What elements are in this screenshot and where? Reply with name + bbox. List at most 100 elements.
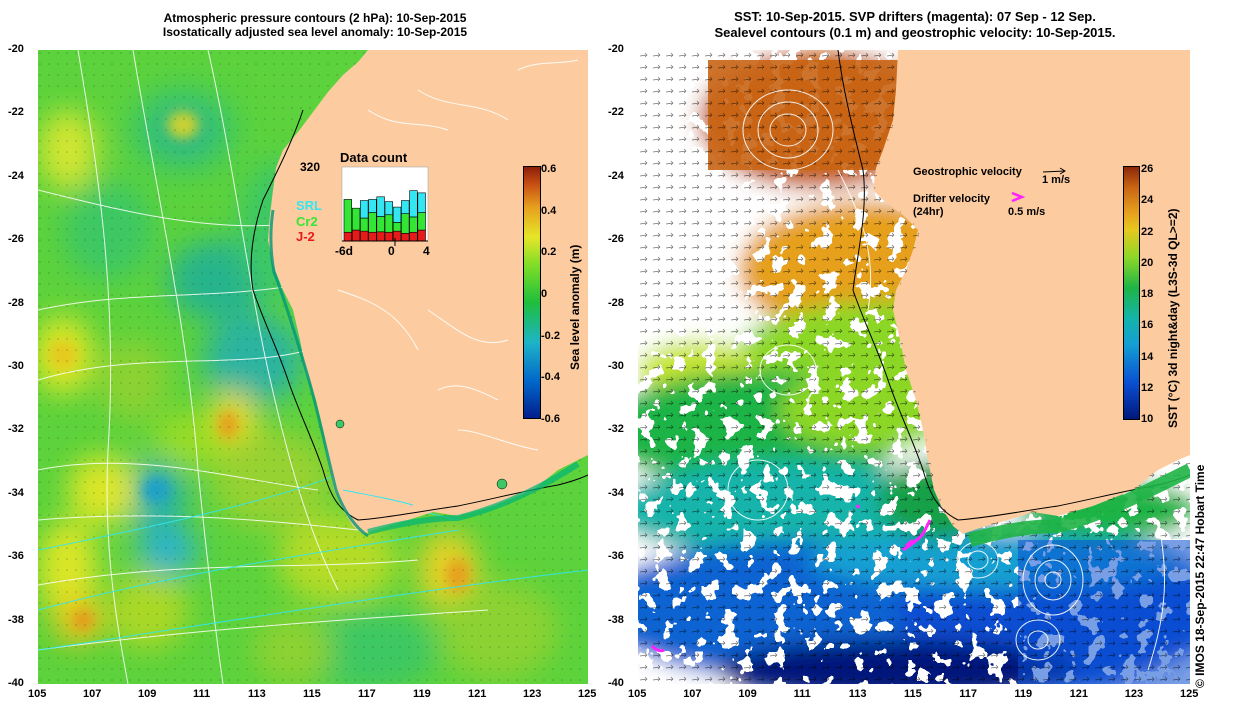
- left-map-title-2: Isostatically adjusted sea level anomaly…: [162, 25, 468, 39]
- sla-tick-3: 0: [541, 288, 548, 300]
- sst-tick-6: 14: [1141, 350, 1154, 363]
- data-count-bar-Cr2-7: [401, 213, 410, 234]
- data-count-bar-SRL-5: [384, 201, 393, 216]
- right-x-tick-5: 115: [904, 688, 922, 700]
- drifter-tracks: [650, 504, 932, 653]
- data-count-bar-Cr2-3: [368, 212, 377, 233]
- right-map-title-2: Sealevel contours (0.1 m) and geostrophi…: [714, 25, 1116, 40]
- left-map-svg: [38, 50, 588, 684]
- data-count-bar-Cr2-0: [343, 199, 352, 233]
- data-count-bar-J2-2: [360, 230, 369, 242]
- right-x-tick-3: 111: [793, 688, 811, 700]
- right-y-tick-5: -30: [608, 360, 624, 372]
- data-count-bar-SRL-6: [392, 206, 402, 223]
- shelf-break: [250, 109, 588, 521]
- sla-tick-5: -0.4: [541, 371, 560, 384]
- sla-tick-2: 0.2: [541, 246, 557, 259]
- left-y-tick-6: -32: [8, 423, 24, 436]
- right-y-tick-4: -28: [608, 296, 624, 309]
- right-x-tick-6: 117: [959, 688, 977, 700]
- left-y-tick-9: -38: [8, 613, 24, 626]
- sealevel-contours: [727, 89, 1166, 671]
- left-x-tick-9: 123: [523, 688, 542, 700]
- data-count-bar-SRL-2: [360, 200, 369, 219]
- island-marker-2: [496, 478, 508, 490]
- data-count-bar-Cr2-1: [351, 207, 361, 231]
- right-y-tick-0: -20: [608, 43, 624, 55]
- right-map-plot[interactable]: [638, 50, 1190, 684]
- data-count-bar-SRL-4: [376, 196, 385, 217]
- data-count-bar-Cr2-8: [409, 216, 418, 233]
- land-mask-arrows: [875, 50, 1190, 533]
- data-count-bar-SRL-7: [401, 200, 410, 214]
- geostrophic-legend-arrow: [1042, 167, 1066, 175]
- geostrophic-legend-scale: 1 m/s: [1042, 174, 1071, 186]
- right-map-title-1: SST: 10-Sep-2015. SVP drifters (magenta)…: [734, 9, 1096, 24]
- right-x-tick-7: 119: [1014, 688, 1033, 700]
- right-y-tick-8: -36: [608, 550, 624, 563]
- right-y-tick-6: -32: [608, 423, 624, 436]
- south-coast-band: [968, 463, 1190, 547]
- right-map-svg: [638, 50, 1190, 684]
- data-count-xtick-3: 4: [423, 244, 430, 258]
- left-x-tick-4: 113: [248, 688, 266, 700]
- data-count-xtick-2: 0: [388, 244, 395, 258]
- island-marker-1: [335, 419, 345, 429]
- drifter-legend-sub: (24hr): [913, 206, 944, 218]
- left-x-tick-5: 115: [303, 688, 321, 700]
- south-coast-shelf: [367, 461, 580, 535]
- sst-tick-5: 16: [1141, 319, 1154, 332]
- sst-tick-8: 10: [1141, 413, 1154, 425]
- data-count-bar-Cr2-6: [392, 222, 402, 232]
- data-count-bar-J2-4: [376, 231, 385, 242]
- data-count-legend-srl: SRL: [296, 198, 322, 213]
- right-y-tick-7: -34: [608, 486, 624, 499]
- data-count-title: Data count: [340, 150, 408, 165]
- sst-colorbar: [1123, 166, 1140, 420]
- sla-colorbar: [523, 166, 541, 419]
- right-x-tick-10: 125: [1180, 688, 1199, 700]
- left-y-tick-4: -28: [8, 296, 24, 309]
- left-y-tick-2: -24: [8, 169, 24, 182]
- data-count-bar-Cr2-2: [360, 217, 369, 232]
- sst-tick-1: 24: [1141, 194, 1154, 207]
- left-x-tick-7: 119: [413, 688, 431, 700]
- data-count-bar-Cr2-4: [376, 216, 385, 233]
- data-count-bar-SRL-3: [368, 199, 377, 213]
- data-count-bar-J2-3: [368, 231, 377, 242]
- right-x-tick-0: 105: [628, 688, 647, 700]
- left-map-title-1: Atmospheric pressure contours (2 hPa): 1…: [163, 11, 467, 25]
- left-y-tick-1: -22: [8, 106, 24, 119]
- sst-tick-0: 26: [1141, 163, 1154, 175]
- data-count-inset: [341, 166, 429, 246]
- left-x-tick-10: 125: [578, 688, 597, 700]
- data-count-bar-J2-0: [343, 231, 352, 242]
- left-x-tick-1: 107: [83, 688, 102, 700]
- drifter-legend-scale: 0.5 m/s: [1008, 206, 1046, 218]
- left-map-plot[interactable]: [38, 50, 588, 684]
- left-y-tick-10: -40: [8, 677, 24, 689]
- right-y-tick-9: -38: [608, 613, 624, 626]
- left-y-tick-3: -26: [8, 233, 24, 246]
- data-count-bar-SRL-9: [417, 192, 426, 213]
- data-count-bar-J2-5: [384, 231, 393, 242]
- data-count-bar-J2-6: [392, 230, 402, 242]
- data-count-xtick-1: -6d: [335, 244, 353, 258]
- data-count-bar-J2-1: [351, 229, 361, 242]
- drifter-legend-label: Drifter velocity: [913, 193, 991, 205]
- sla-tick-1: 0.4: [541, 204, 557, 217]
- right-x-tick-1: 107: [683, 688, 702, 700]
- left-x-tick-8: 121: [468, 688, 487, 700]
- left-x-tick-3: 111: [193, 688, 211, 700]
- sla-tick-4: -0.2: [541, 329, 560, 342]
- pressure-contours: [38, 50, 588, 684]
- right-y-tick-10: -40: [608, 677, 624, 689]
- right-x-tick-8: 121: [1069, 688, 1088, 700]
- copyright-note: © IMOS 18-Sep-2015 22:47 Hobart Time: [1193, 464, 1207, 688]
- sla-tick-0: 0.6: [541, 163, 557, 175]
- sst-tick-3: 20: [1141, 256, 1154, 269]
- data-count-legend-j2: J-2: [296, 229, 315, 244]
- right-x-tick-9: 123: [1124, 688, 1144, 700]
- data-count-bar-J2-8: [409, 231, 418, 242]
- left-x-tick-6: 117: [358, 688, 376, 700]
